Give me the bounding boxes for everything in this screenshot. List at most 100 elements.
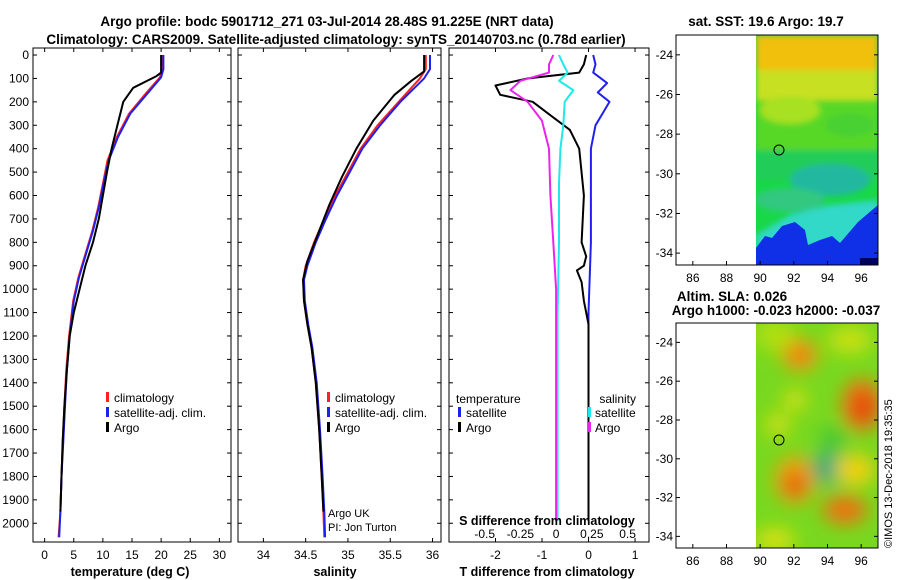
salinity-xlabel: salinity	[313, 565, 356, 579]
legend-swatch-t-argo	[458, 422, 461, 432]
legend-swatch-argo	[327, 422, 330, 432]
map-y-tick-label: -24	[656, 335, 674, 349]
salinity-panel	[237, 47, 442, 543]
legend-swatch-satellite	[327, 407, 330, 417]
depth-tick-label: 1200	[2, 329, 29, 343]
depth-tick-label: 600	[9, 188, 29, 202]
sla-map-frame	[675, 322, 879, 549]
map-y-tick-label: -28	[656, 127, 674, 141]
map-x-tick-label: 88	[720, 554, 734, 568]
legend-swatch-climatology	[327, 392, 330, 402]
depth-tick-label: 1300	[2, 352, 29, 366]
temperature-plot: 0 5 10 15 20 25 30	[41, 48, 226, 562]
sst-map-axes: -24 -26 -28 -30 -32 -34 86 88 90 92 94 96	[656, 48, 878, 285]
x2-tick-label: -0.5	[474, 527, 495, 541]
depth-tick-label: 200	[9, 95, 29, 109]
map-y-tick-label: -34	[656, 246, 674, 260]
sst-map	[756, 35, 878, 265]
legend-swatch-satellite	[106, 407, 109, 417]
legend-label-satellite: satellite-adj. clim.	[114, 406, 206, 420]
legend-label-t-satellite: satellite	[466, 406, 507, 420]
depth-tick-label: 100	[9, 71, 29, 85]
map-x-tick-label: 96	[854, 554, 868, 568]
difference-legend: temperature salinity satellite Argo sate…	[456, 392, 636, 435]
legend-label-s-satellite: satellite	[595, 406, 636, 420]
difference-plot: -2 -1 0 1 -0.5 -0.25 0 0.25 0.5	[474, 48, 639, 562]
depth-tick-label: 1400	[2, 376, 29, 390]
map-y-tick-label: -30	[656, 167, 674, 181]
legend-swatch-climatology	[106, 392, 109, 402]
legend-title-salinity: salinity	[599, 392, 636, 406]
legend-label-climatology: climatology	[335, 391, 395, 405]
salinity-plot: 34 34.5 35 35.5 36	[257, 48, 440, 562]
series-line-satellite-adj-clim-	[303, 55, 431, 538]
x-tick-label: 5	[70, 548, 77, 562]
x-tick-label: 1	[632, 548, 639, 562]
depth-tick-label: 1100	[3, 306, 29, 320]
series-line-s-satellite	[556, 54, 575, 521]
legend-label-t-argo: Argo	[466, 421, 492, 435]
legend-swatch-t-satellite	[458, 407, 461, 417]
sla-map-axes: -24 -26 -28 -30 -32 -34 86 88 90 92 94 96	[656, 335, 878, 568]
temperature-legend: climatology satellite-adj. clim. Argo	[106, 391, 206, 435]
x-tick-label: 15	[125, 548, 139, 562]
depth-tick-label: 1600	[2, 423, 29, 437]
depth-tick-label: 400	[9, 142, 29, 156]
legend-label-argo: Argo	[335, 421, 361, 435]
difference-panel	[448, 47, 650, 543]
map-x-tick-label: 94	[821, 271, 835, 285]
legend-swatch-s-satellite	[588, 407, 591, 417]
series-line-t-satellite	[587, 54, 611, 521]
depth-tick-label: 2000	[2, 516, 29, 530]
depth-tick-label: 1900	[2, 493, 29, 507]
series-line-argo	[302, 55, 426, 512]
map-x-tick-label: 96	[854, 271, 868, 285]
depth-tick-label: 0	[22, 48, 29, 62]
sla-map-title2: Argo h1000: -0.023 h2000: -0.037	[672, 303, 881, 318]
map-y-tick-label: -28	[656, 413, 674, 427]
temperature-xlabel: temperature (deg C)	[71, 565, 190, 579]
x-tick-label: 35.5	[379, 548, 403, 562]
x-tick-label: 35	[341, 548, 355, 562]
map-x-tick-label: 92	[787, 554, 801, 568]
depth-tick-label: 900	[9, 259, 29, 273]
x-tick-label: 0	[585, 548, 592, 562]
depth-tick-label: 800	[9, 235, 29, 249]
annotation-argo-uk: Argo UK	[328, 508, 370, 520]
legend-swatch-s-argo	[588, 422, 591, 432]
x2-tick-label: 0.25	[580, 527, 604, 541]
x-tick-label: 30	[213, 548, 227, 562]
x2-tick-label: 0	[553, 527, 560, 541]
annotation-pi: PI: Jon Turton	[328, 522, 396, 534]
depth-tick-label: 300	[9, 118, 29, 132]
argo-location-marker	[773, 144, 785, 156]
title-line2: Climatology: CARS2009. Satellite-adjuste…	[46, 32, 625, 47]
map-y-tick-label: -34	[656, 529, 674, 543]
x2-tick-label: -0.25	[507, 527, 535, 541]
x-tick-label: -1	[537, 548, 548, 562]
legend-label-argo: Argo	[114, 421, 140, 435]
sst-map-frame	[675, 34, 879, 266]
map-y-tick-label: -32	[656, 491, 674, 505]
imos-credit: ©IMOS 13-Dec-2018 19:35:35	[883, 399, 895, 548]
legend-title-temperature: temperature	[456, 392, 521, 406]
depth-tick-label: 1500	[2, 399, 29, 413]
x2-tick-label: 0.5	[619, 527, 636, 541]
x-tick-label: -2	[490, 548, 501, 562]
x-tick-label: 10	[96, 548, 110, 562]
legend-label-s-argo: Argo	[595, 421, 621, 435]
map-y-tick-label: -26	[656, 87, 674, 101]
map-x-tick-label: 88	[720, 271, 734, 285]
legend-label-climatology: climatology	[114, 391, 174, 405]
map-y-tick-label: -32	[656, 206, 674, 220]
depth-axis: 0 100 200 300 400 500 600 700 800 900 1000 1100 1200…	[2, 48, 649, 530]
argo-location-marker	[773, 434, 785, 446]
sst-cold-region	[756, 205, 878, 265]
map-x-tick-label: 90	[753, 554, 767, 568]
legend-label-satellite: satellite-adj. clim.	[335, 406, 427, 420]
salinity-legend: climatology satellite-adj. clim. Argo Ar…	[327, 391, 427, 534]
x-tick-label: 34.5	[294, 548, 318, 562]
sla-map-title1: Altim. SLA: 0.026	[677, 289, 788, 304]
x-tick-label: 36	[426, 548, 440, 562]
